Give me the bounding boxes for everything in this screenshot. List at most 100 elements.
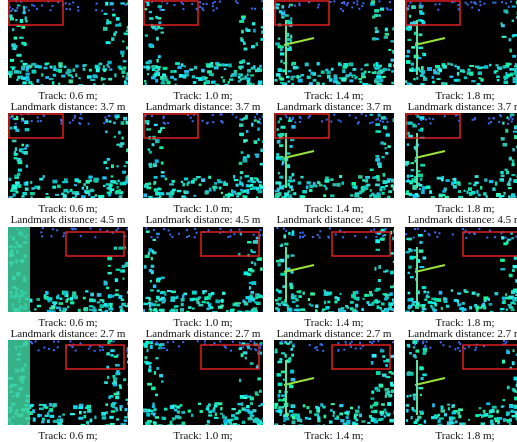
point [370,189,372,192]
point [410,276,414,278]
point [298,79,303,83]
point [426,296,430,298]
point [384,143,387,146]
point [291,125,295,129]
point [260,344,262,346]
point [388,49,391,51]
point [312,236,314,238]
point [171,180,174,183]
point [290,77,293,80]
point [289,341,292,344]
point [171,291,176,294]
point [375,78,378,81]
depth-render [143,227,263,312]
point [478,71,482,75]
point [118,247,123,250]
point [247,62,250,64]
point [385,28,388,32]
point [238,73,241,75]
point [70,301,74,303]
point [473,184,477,187]
point [371,342,373,344]
point [313,182,316,185]
point [230,350,232,352]
point [212,5,214,7]
point [143,303,148,305]
depth-image [143,0,263,85]
point [316,82,319,85]
point [384,388,389,392]
point [156,296,160,300]
point [153,163,157,167]
point [154,73,157,77]
point [13,193,16,196]
point [333,114,335,116]
point [280,158,285,160]
point [503,143,508,147]
point [500,195,504,197]
point [506,309,508,311]
point [355,291,358,295]
point [449,76,453,78]
point [449,416,453,419]
point [42,227,44,229]
point [323,185,326,187]
point [335,80,338,82]
point [445,196,449,198]
point [114,293,119,296]
point [118,66,122,69]
point [339,413,343,416]
point [408,248,411,250]
point [116,391,119,395]
point [63,189,68,193]
point [285,354,287,358]
point [289,4,293,7]
point [303,404,306,407]
point [278,38,280,40]
point [441,307,443,310]
point [364,64,366,66]
point [479,1,481,3]
point [221,63,225,66]
point [294,5,296,7]
point [406,419,408,422]
point [330,121,332,123]
point [367,301,370,304]
point [480,186,482,190]
point [196,176,201,178]
point [44,406,48,408]
point [283,228,285,230]
point [375,123,380,126]
point [202,3,204,5]
point [15,19,17,21]
point [298,181,302,184]
point [191,3,193,5]
point [513,131,517,133]
point [262,141,263,144]
point [382,192,385,195]
point [496,76,500,78]
point [84,415,87,418]
point [23,63,28,65]
point [276,73,281,76]
point [165,178,167,181]
point [462,302,465,305]
point [346,420,350,424]
point [53,403,57,407]
point [90,79,95,81]
point [182,294,184,298]
point [157,66,161,68]
depth-render [143,340,263,425]
point [381,156,384,158]
point [83,411,86,413]
point [495,181,498,184]
wall [8,227,30,312]
point [101,10,103,12]
point [441,405,444,409]
point [278,383,283,387]
point [279,78,284,81]
point [380,411,385,415]
point [387,178,391,180]
point [508,187,512,189]
point [255,349,257,351]
